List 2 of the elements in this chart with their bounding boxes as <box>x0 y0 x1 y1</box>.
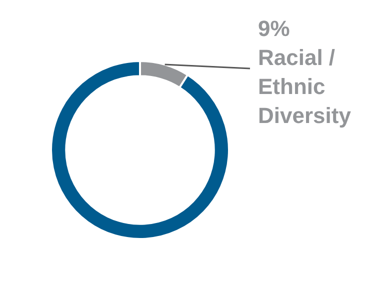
data-label: 9% <box>258 16 290 41</box>
slice-label: Racial / Ethnic Diversity <box>258 45 352 128</box>
